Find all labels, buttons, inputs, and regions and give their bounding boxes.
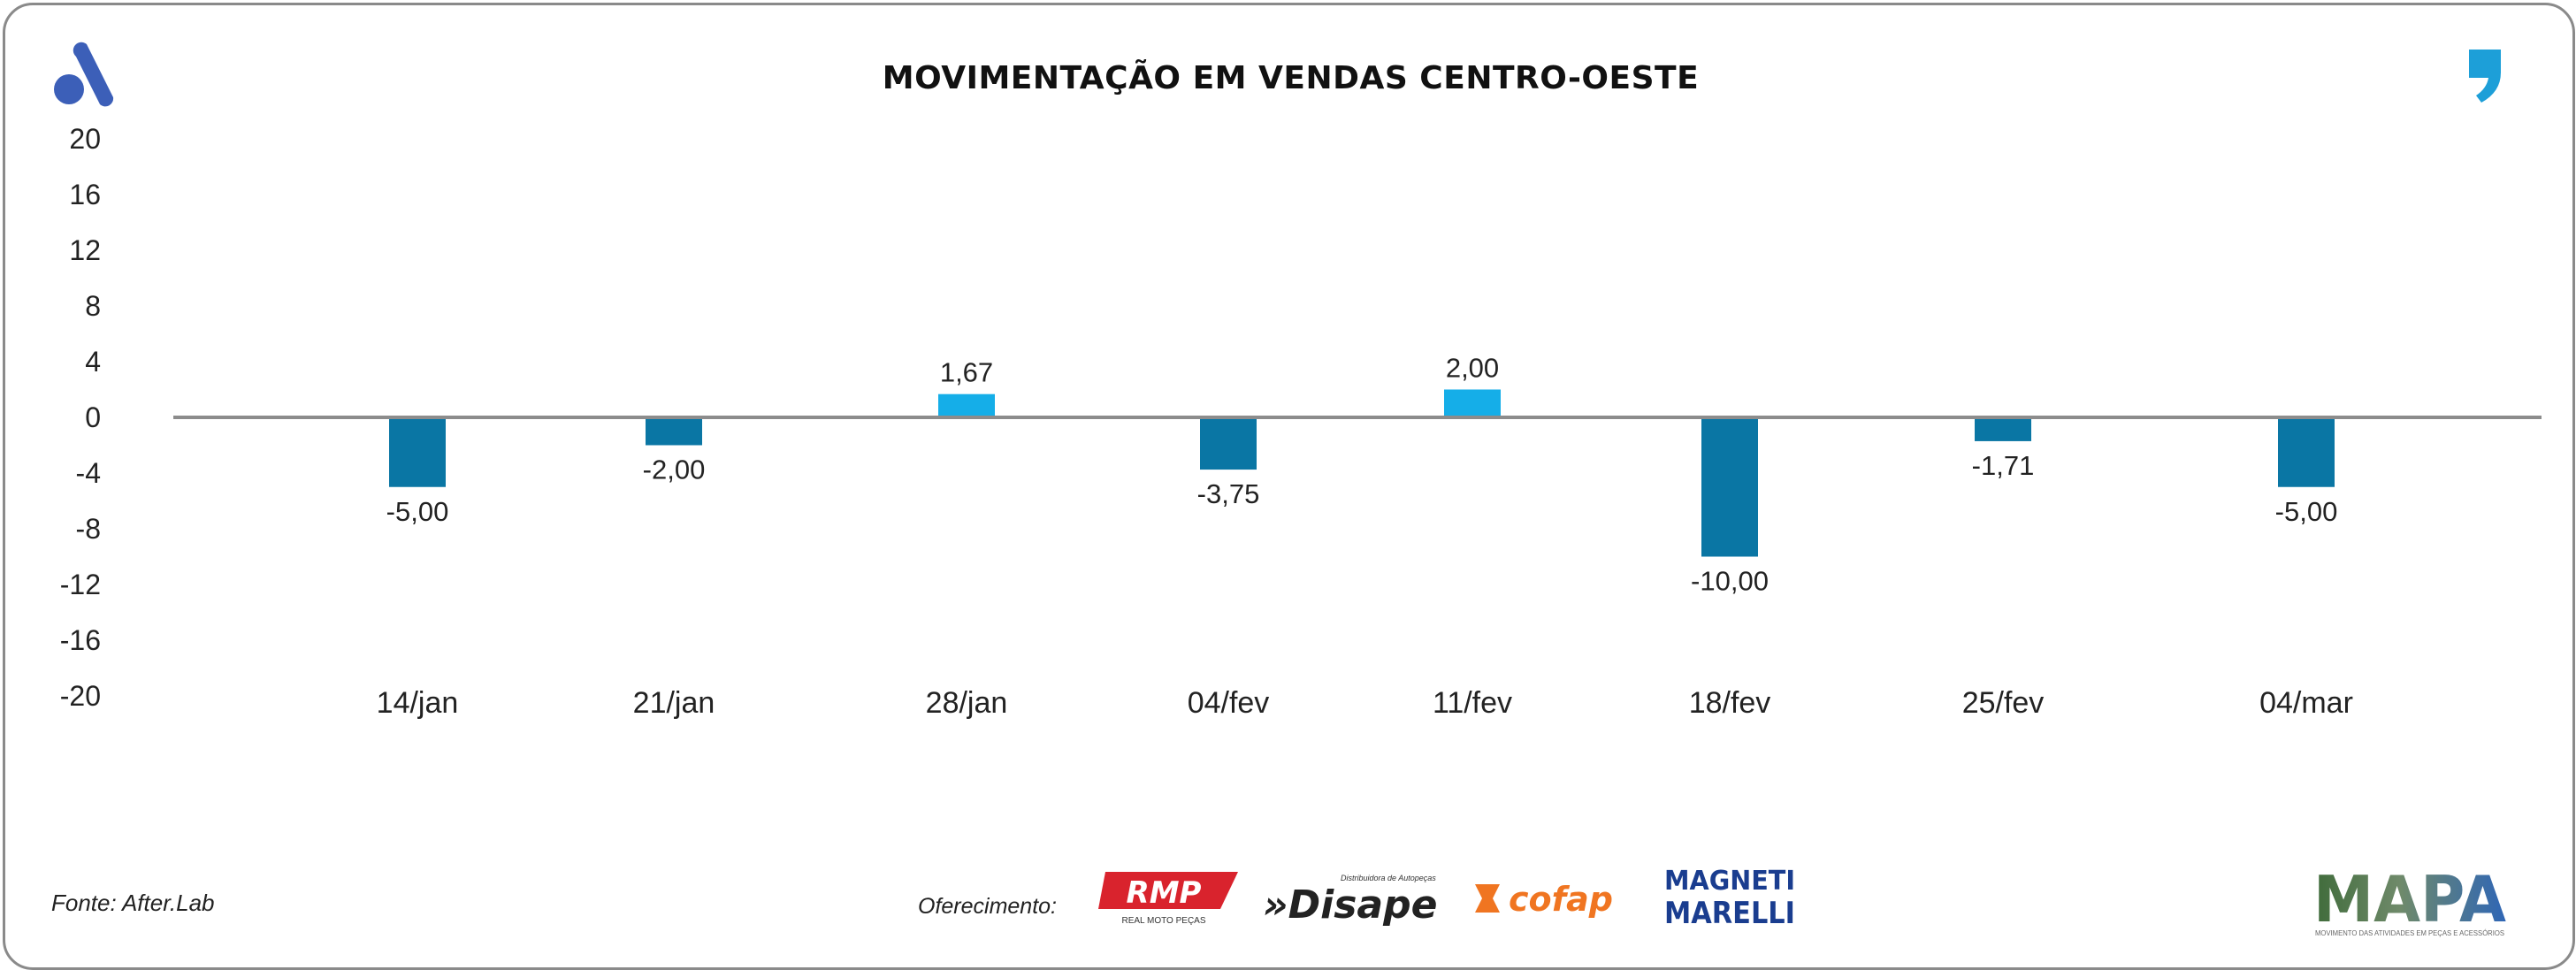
x-tick-label: 25/fev bbox=[1962, 686, 2045, 720]
data-labels: -5,00 -2,00 1,67 -3,75 2,00 -10,00 -1,71 -5,00 bbox=[386, 353, 2338, 597]
disape-logo: Distribuidora de Autopeças »Disape bbox=[1263, 874, 1437, 928]
cofap-logo-text: cofap bbox=[1509, 880, 1613, 919]
y-tick-label: -12 bbox=[60, 569, 101, 600]
bar bbox=[1444, 389, 1501, 417]
rmp-logo-text: RMP bbox=[1127, 875, 1202, 911]
rmp-logo-subtext: REAL MOTO PEÇAS bbox=[1121, 916, 1205, 926]
y-axis: 20 16 12 8 4 0 -4 -8 -12 -16 -20 bbox=[60, 123, 101, 712]
y-tick-label: 0 bbox=[85, 401, 101, 433]
x-tick-label: 04/fev bbox=[1188, 686, 1270, 720]
chart-title: MOVIMENTAÇÃO EM VENDAS CENTRO-OESTE bbox=[882, 60, 1700, 96]
y-tick-label: 20 bbox=[69, 123, 101, 155]
data-label: -5,00 bbox=[386, 496, 449, 527]
y-tick-label: -16 bbox=[60, 624, 101, 656]
disape-logo-subtext: Distribuidora de Autopeças bbox=[1341, 874, 1436, 882]
mapa-logo-text: MAPA bbox=[2313, 863, 2506, 936]
y-tick-label: 8 bbox=[85, 290, 101, 322]
magneti-marelli-logo: MAGNETI MARELLI bbox=[1664, 866, 1795, 930]
bar bbox=[2278, 417, 2335, 487]
data-label: -10,00 bbox=[1691, 566, 1769, 597]
data-label: 1,67 bbox=[940, 357, 993, 388]
y-tick-label: -20 bbox=[60, 680, 101, 712]
brand-a-logo-icon bbox=[54, 42, 114, 107]
y-tick-label: 16 bbox=[69, 179, 101, 210]
x-tick-label: 28/jan bbox=[926, 686, 1008, 720]
y-tick-label: -4 bbox=[76, 457, 101, 489]
mapa-logo: MAPA MOVIMENTO DAS ATIVIDADES EM PEÇAS E… bbox=[2313, 863, 2506, 937]
x-tick-label: 11/fev bbox=[1433, 686, 1512, 720]
disape-logo-text: »Disape bbox=[1263, 882, 1437, 928]
bar bbox=[1701, 417, 1758, 557]
mapa-logo-tagline: MOVIMENTO DAS ATIVIDADES EM PEÇAS E ACES… bbox=[2315, 929, 2504, 937]
cofap-logo: cofap bbox=[1475, 880, 1613, 919]
x-tick-label: 04/mar bbox=[2259, 686, 2353, 720]
bar bbox=[1200, 417, 1257, 470]
y-tick-label: 4 bbox=[85, 346, 101, 378]
sponsor-label: Oferecimento: bbox=[918, 894, 1058, 919]
x-tick-label: 18/fev bbox=[1689, 686, 1771, 720]
y-tick-label: -8 bbox=[76, 513, 101, 545]
x-tick-label: 21/jan bbox=[633, 686, 715, 720]
bar-series bbox=[389, 389, 2335, 557]
bar bbox=[1975, 417, 2031, 441]
quote-mark-icon bbox=[2469, 50, 2501, 103]
magneti-logo-line2: MARELLI bbox=[1664, 896, 1795, 930]
magneti-logo-line1: MAGNETI bbox=[1664, 866, 1795, 897]
data-label: -5,00 bbox=[2275, 496, 2338, 527]
data-label: -1,71 bbox=[1972, 450, 2035, 481]
rmp-logo: RMP REAL MOTO PEÇAS bbox=[1098, 872, 1238, 926]
x-tick-label: 14/jan bbox=[377, 686, 459, 720]
y-tick-label: 12 bbox=[69, 234, 101, 266]
x-axis: 14/jan 21/jan 28/jan 04/fev 11/fev 18/fev 25/f… bbox=[377, 686, 2353, 720]
bar bbox=[646, 417, 702, 446]
data-label: -2,00 bbox=[643, 454, 706, 485]
bar bbox=[938, 393, 995, 417]
source-note: Fonte: After.Lab bbox=[51, 890, 215, 916]
data-label: 2,00 bbox=[1446, 353, 1499, 384]
data-label: -3,75 bbox=[1197, 478, 1260, 509]
bar bbox=[389, 417, 446, 487]
